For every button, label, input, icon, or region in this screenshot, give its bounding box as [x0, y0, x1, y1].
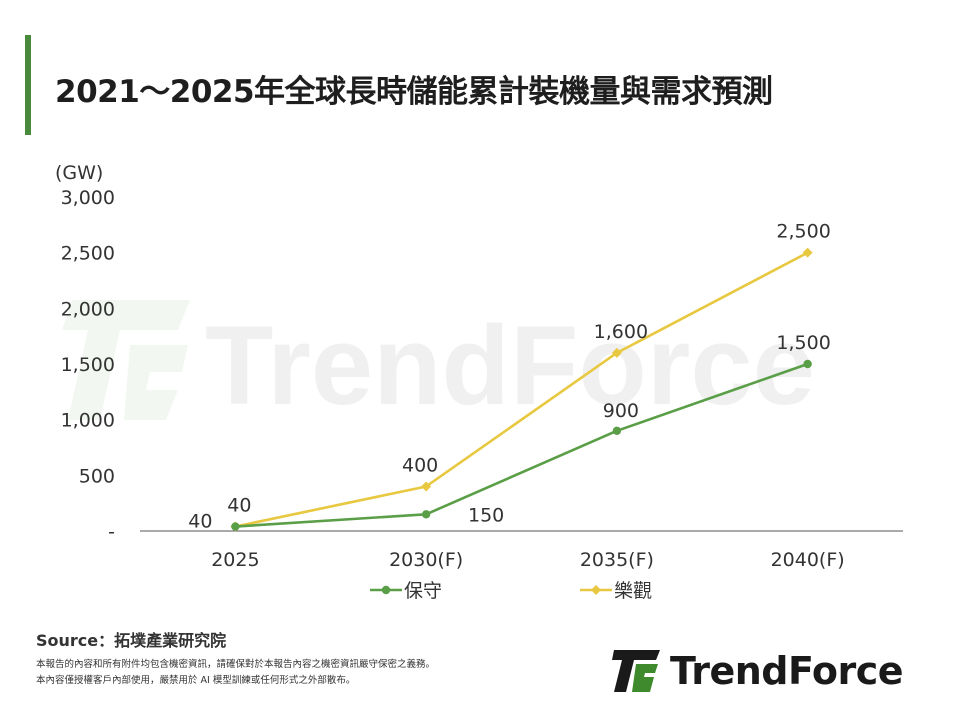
- data-point-optimistic: [802, 247, 813, 258]
- disclaimer: 本報告的內容和所有附件均包含機密資訊，請確保對於本報告內容之機密資訊嚴守保密之義…: [36, 657, 435, 689]
- watermark: TrendForce: [62, 300, 815, 428]
- y-tick-label: 1,000: [61, 410, 115, 432]
- data-label: 1,500: [776, 332, 830, 354]
- legend-circle-icon: [381, 585, 391, 595]
- trendforce-logo-icon: [612, 650, 660, 692]
- data-point-conservative: [612, 426, 622, 435]
- series-line-optimistic: [235, 251, 809, 528]
- data-point-conservative: [421, 510, 431, 519]
- data-point-conservative: [231, 522, 240, 531]
- watermark-logo-icon: [62, 300, 190, 420]
- series-line-conservative: [235, 362, 809, 528]
- legend-diamond-icon: [591, 585, 601, 595]
- title-accent-bar: [25, 35, 31, 135]
- line-chart: TrendForce (GW) - 500 1,000 1,500 2,000 2,500…: [55, 162, 903, 602]
- disclaimer-line-1: 本報告的內容和所有附件均包含機密資訊，請確保對於本報告內容之機密資訊嚴守保密之義…: [36, 659, 436, 670]
- page-title: 2021～2025年全球長時儲能累計裝機量與需求預測: [55, 74, 773, 110]
- y-tick-label: 500: [79, 465, 115, 487]
- legend-label: 樂觀: [614, 580, 652, 602]
- legend: 保守 樂觀: [370, 580, 652, 602]
- source-note: Source：拓墣產業研究院: [36, 631, 227, 650]
- x-tick-label: 2035(F): [580, 549, 654, 571]
- y-tick-label: 1,500: [61, 354, 115, 376]
- legend-label: 保守: [404, 580, 442, 602]
- data-point-optimistic: [421, 481, 432, 492]
- y-axis-unit-label: (GW): [55, 162, 103, 184]
- y-tick-label: -: [108, 521, 115, 543]
- data-label: 150: [468, 504, 504, 526]
- data-point-conservative: [803, 359, 812, 369]
- data-label: 400: [402, 454, 438, 476]
- y-tick-label: 2,500: [61, 243, 115, 265]
- data-label: 40: [227, 495, 251, 517]
- x-tick-label: 2030(F): [389, 549, 463, 571]
- x-tick-label: 2040(F): [771, 549, 845, 571]
- y-tick-label: 2,000: [61, 298, 115, 320]
- data-label: 2,500: [776, 221, 830, 243]
- data-label: 1,600: [594, 321, 648, 343]
- disclaimer-line-2: 本內容僅授權客戶內部使用，嚴禁用於 AI 模型訓練或任何形式之外部散布。: [36, 675, 356, 686]
- data-label: 900: [603, 400, 639, 422]
- data-label: 40: [188, 511, 212, 533]
- y-tick-label: 3,000: [61, 187, 115, 209]
- brand-logo: TrendForce: [612, 648, 904, 694]
- brand-name: TrendForce: [670, 649, 904, 693]
- data-point-optimistic: [611, 347, 622, 358]
- x-tick-label: 2025: [211, 549, 259, 571]
- watermark-text: TrendForce: [205, 303, 815, 428]
